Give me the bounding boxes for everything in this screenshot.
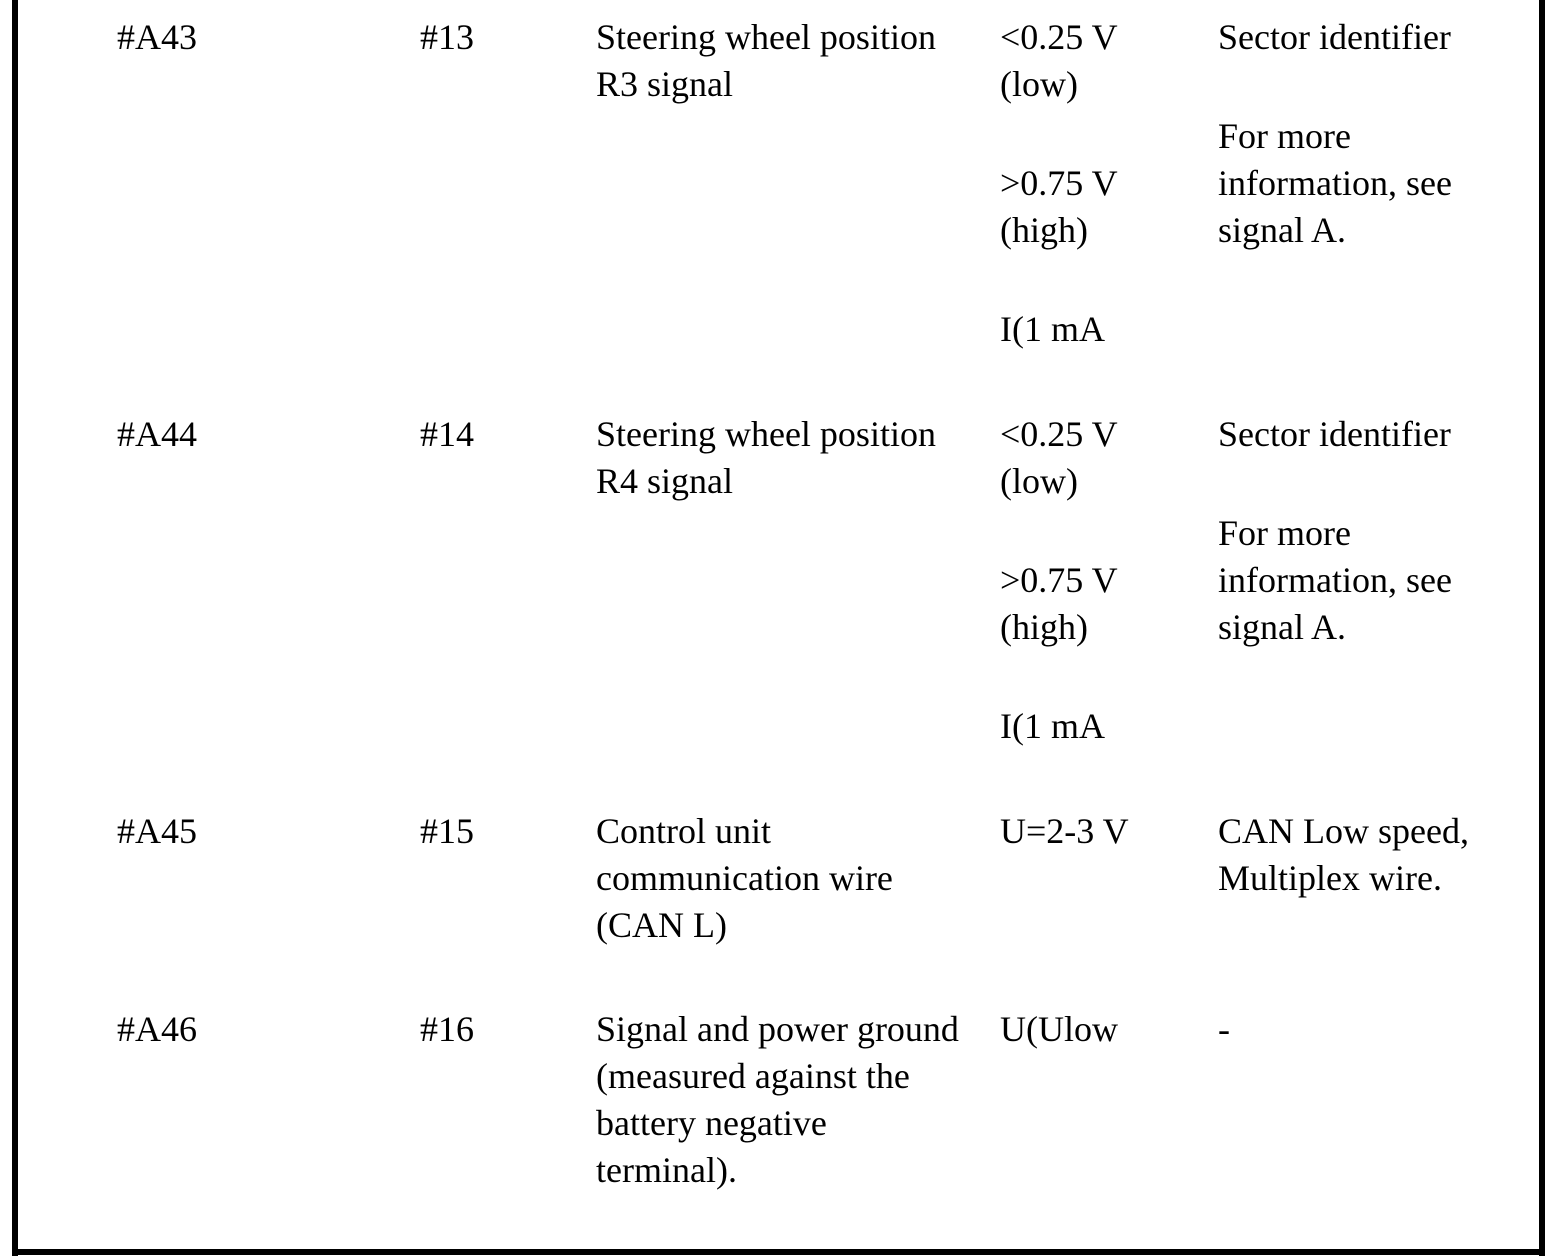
text-line: signal A. xyxy=(1218,607,1347,647)
text-line: <0.25 V xyxy=(1000,414,1118,454)
text-line: communication wire xyxy=(596,858,893,898)
table-cell: Signal and power ground (measured against… xyxy=(596,1006,959,1246)
text-line: information, see xyxy=(1218,163,1452,203)
paragraph: #A44 xyxy=(117,411,197,458)
paragraph: #15 xyxy=(420,808,474,855)
table-cell: U(Ulow xyxy=(1000,1006,1118,1105)
text-line: Signal and power ground xyxy=(596,1009,959,1049)
text-line: I(1 mA xyxy=(1000,706,1105,746)
text-line: Multiplex wire. xyxy=(1218,858,1442,898)
text-line: - xyxy=(1218,1009,1230,1049)
text-line: >0.75 V xyxy=(1000,163,1118,203)
text-line: #A45 xyxy=(117,811,197,851)
table-cell: #A43 xyxy=(117,14,197,113)
text-line: For more xyxy=(1218,513,1351,553)
paragraph: Sector identifier xyxy=(1218,411,1452,458)
text-line: Steering wheel position xyxy=(596,414,936,454)
table-cell: #A45 xyxy=(117,808,197,907)
text-line: <0.25 V xyxy=(1000,17,1118,57)
paragraph: #13 xyxy=(420,14,474,61)
paragraph: I(1 mA xyxy=(1000,703,1118,750)
table-cell: U=2-3 V xyxy=(1000,808,1129,907)
paragraph: #A43 xyxy=(117,14,197,61)
text-line: U(Ulow xyxy=(1000,1009,1118,1049)
text-line: Steering wheel position xyxy=(596,17,936,57)
table-cell: <0.25 V (low) >0.75 V (high) I(1 mA xyxy=(1000,411,1118,802)
text-line: For more xyxy=(1218,116,1351,156)
text-line: Control unit xyxy=(596,811,772,851)
text-line: #A43 xyxy=(117,17,197,57)
table-cell: #13 xyxy=(420,14,474,113)
text-line: terminal). xyxy=(596,1150,737,1190)
paragraph: >0.75 V (high) xyxy=(1000,557,1118,651)
bottom-border xyxy=(12,1249,1545,1255)
table-cell: Steering wheel position R3 signal xyxy=(596,14,936,160)
paragraph: U=2-3 V xyxy=(1000,808,1129,855)
text-line: signal A. xyxy=(1218,210,1347,250)
text-line: #16 xyxy=(420,1009,474,1049)
paragraph: U(Ulow xyxy=(1000,1006,1118,1053)
text-line: information, see xyxy=(1218,560,1452,600)
text-line: >0.75 V xyxy=(1000,560,1118,600)
paragraph: >0.75 V (high) xyxy=(1000,160,1118,254)
paragraph: Sector identifier xyxy=(1218,14,1452,61)
text-line: (CAN L) xyxy=(596,905,727,945)
text-line: Sector identifier xyxy=(1218,17,1451,57)
table-cell: Sector identifier For more information, se… xyxy=(1218,411,1452,703)
text-line: #13 xyxy=(420,17,474,57)
text-line: (high) xyxy=(1000,210,1088,250)
text-line: CAN Low speed, xyxy=(1218,811,1469,851)
right-border xyxy=(1539,0,1545,1256)
paragraph: For more information, see signal A. xyxy=(1218,113,1452,254)
text-line: #14 xyxy=(420,414,474,454)
paragraph: CAN Low speed, Multiplex wire. xyxy=(1218,808,1469,902)
paragraph: #A46 xyxy=(117,1006,197,1053)
table-cell: #A44 xyxy=(117,411,197,510)
table-cell: Steering wheel position R4 signal xyxy=(596,411,936,557)
paragraph: Steering wheel position R3 signal xyxy=(596,14,936,108)
paragraph: - xyxy=(1218,1006,1230,1053)
text-line: Sector identifier xyxy=(1218,414,1451,454)
paragraph: I(1 mA xyxy=(1000,306,1118,353)
table-cell: #A46 xyxy=(117,1006,197,1105)
left-border xyxy=(12,0,18,1256)
paragraph: #14 xyxy=(420,411,474,458)
table-cell: #16 xyxy=(420,1006,474,1105)
table-cell: - xyxy=(1218,1006,1230,1105)
text-line: (low) xyxy=(1000,64,1078,104)
paragraph: Signal and power ground (measured against… xyxy=(596,1006,959,1194)
table-cell: CAN Low speed, Multiplex wire. xyxy=(1218,808,1469,954)
text-line: I(1 mA xyxy=(1000,309,1105,349)
text-line: (low) xyxy=(1000,461,1078,501)
paragraph: Control unit communication wire (CAN L) xyxy=(596,808,893,949)
paragraph: <0.25 V (low) xyxy=(1000,411,1118,505)
text-line: R4 signal xyxy=(596,461,734,501)
paragraph: #A45 xyxy=(117,808,197,855)
paragraph: Steering wheel position R4 signal xyxy=(596,411,936,505)
paragraph: <0.25 V (low) xyxy=(1000,14,1118,108)
text-line: U=2-3 V xyxy=(1000,811,1129,851)
text-line: #A44 xyxy=(117,414,197,454)
text-line: (high) xyxy=(1000,607,1088,647)
table-cell: #15 xyxy=(420,808,474,907)
table-cell: Sector identifier For more information, se… xyxy=(1218,14,1452,306)
paragraph: For more information, see signal A. xyxy=(1218,510,1452,651)
paragraph: #16 xyxy=(420,1006,474,1053)
text-line: battery negative xyxy=(596,1103,827,1143)
text-line: (measured against the xyxy=(596,1056,910,1096)
table-cell: Control unit communication wire (CAN L) xyxy=(596,808,893,1001)
table-cell: <0.25 V (low) >0.75 V (high) I(1 mA xyxy=(1000,14,1118,405)
text-line: R3 signal xyxy=(596,64,734,104)
table-cell: #14 xyxy=(420,411,474,510)
text-line: #A46 xyxy=(117,1009,197,1049)
text-line: #15 xyxy=(420,811,474,851)
